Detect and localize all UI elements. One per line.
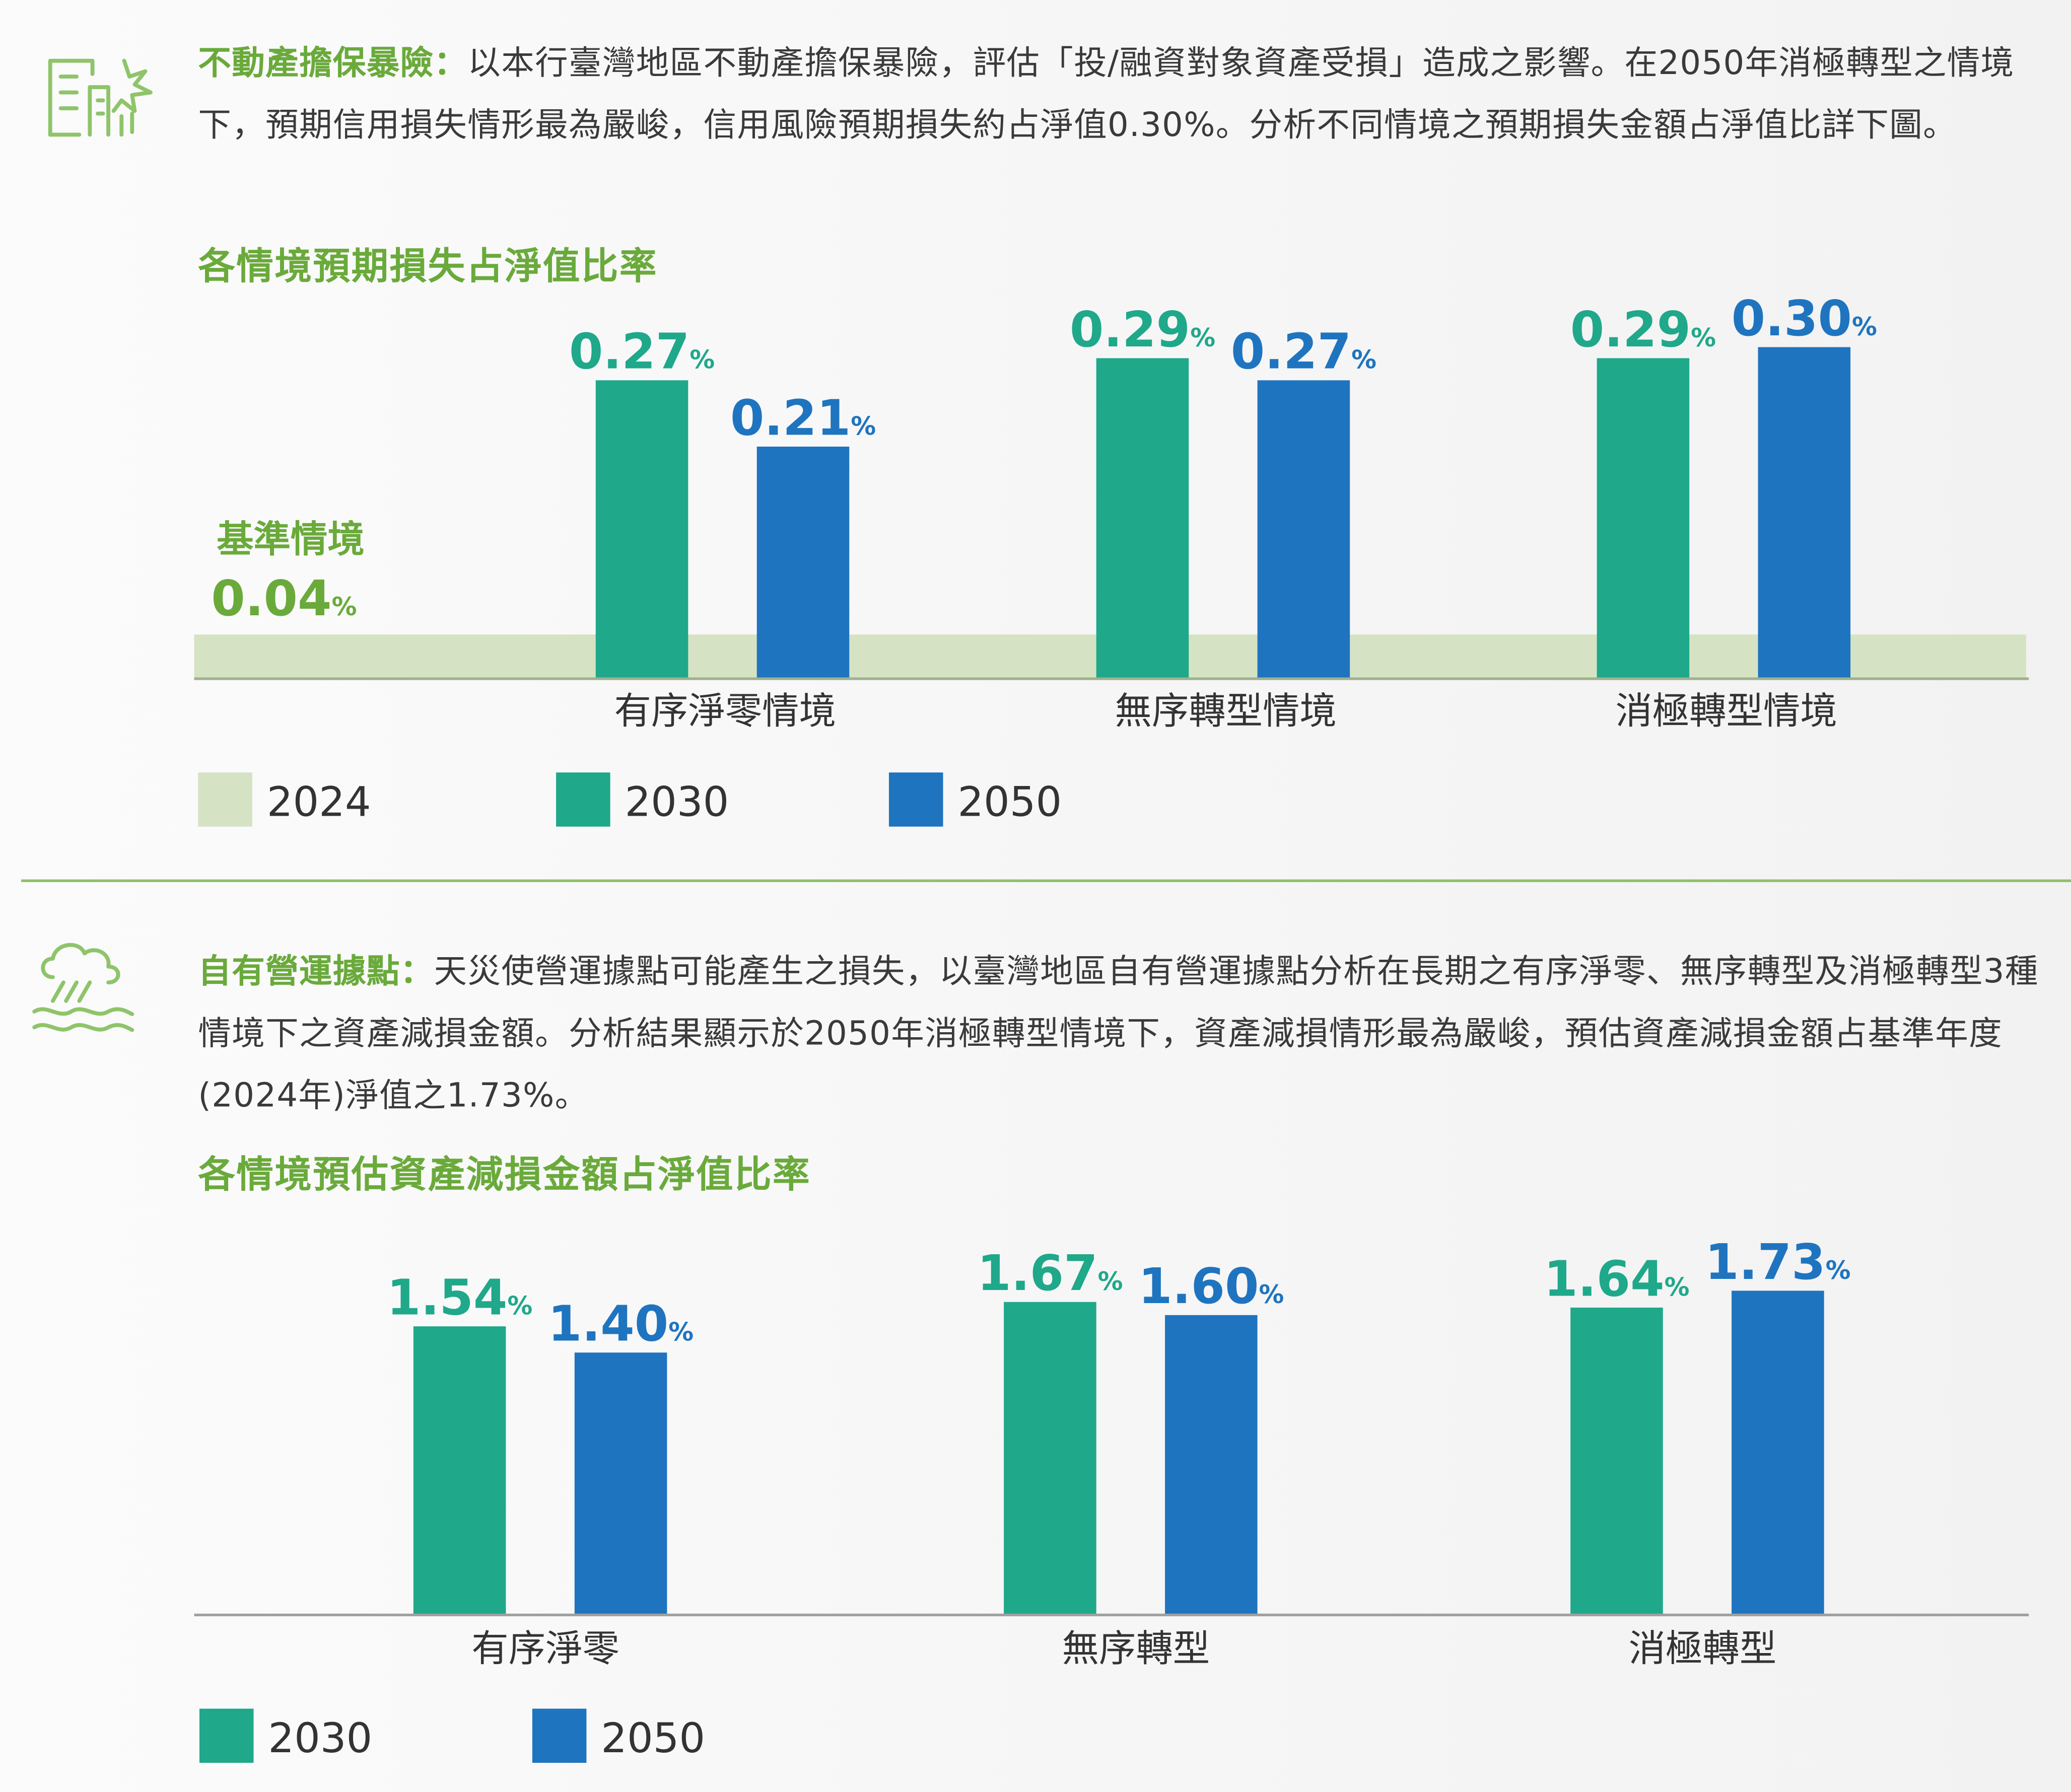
legend2-label-2030: 2030 [268,1715,372,1762]
legend2-swatch-2050 [532,1708,587,1763]
bar2-2050-2 [1732,1291,1824,1615]
baseline-label: 基準情境 [217,518,365,561]
cloud-rain-flood-icon [32,943,134,1032]
data2-label-2050-1: 1.60% [1138,1258,1284,1315]
category2-label: 無序轉型 [1062,1627,1210,1670]
legend-label-2050: 2050 [957,779,1062,826]
section1-text: 以本行臺灣地區不動產擔保暴險，評估「投/融資對象資產受損」造成之影響。在2050… [198,43,2015,144]
data2-label-2030-0: 1.54% [387,1269,532,1326]
section1-lead: 不動產擔保暴險： [198,43,468,82]
data2-label-2030-2: 1.64% [1544,1250,1689,1307]
data-label-2050-1: 0.27% [1231,323,1376,380]
category2-label: 有序淨零 [471,1627,619,1670]
bar2-2030-2 [1570,1307,1663,1615]
bar2-2030-1 [1004,1302,1096,1615]
category-label: 無序轉型情境 [1115,690,1337,733]
data-label-2050-2: 0.30% [1732,290,1877,347]
category-label: 有序淨零情境 [614,690,836,733]
legend-label-2030: 2030 [625,779,729,826]
legend-swatch-2024 [198,772,252,827]
bar-2030-2 [1597,358,1690,679]
data-label-2050-0: 0.21% [730,389,876,446]
section2-paragraph: 自有營運據點：天災使營運據點可能產生之損失，以臺灣地區自有營運據點分析在長期之有… [198,940,2060,1126]
legend-swatch-2030 [556,772,610,827]
legend2-label-2050: 2050 [601,1715,705,1762]
section1-paragraph: 不動產擔保暴險：以本行臺灣地區不動產擔保暴險，評估「投/融資對象資產受損」造成之… [198,32,2060,156]
baseline-value-label: 0.04% [211,570,357,627]
category-label: 消極轉型情境 [1615,690,1837,733]
bar-2050-2 [1758,347,1851,679]
bar2-2050-1 [1165,1315,1258,1615]
bar-2050-0 [756,446,850,679]
section2-lead: 自有營運據點： [198,952,434,990]
bar-2030-1 [1096,358,1189,679]
legend-swatch-2050 [888,772,943,827]
category2-label: 消極轉型 [1629,1627,1777,1670]
bar-2030-0 [595,380,688,679]
building-storm-icon [48,58,153,137]
bar2-2050-0 [574,1352,667,1615]
legend2-swatch-2030 [199,1708,254,1763]
data2-label-2030-1: 1.67% [977,1245,1123,1302]
section-divider [21,879,2071,882]
bar-2050-1 [1257,380,1350,679]
chart1-title: 各情境預期損失占淨值比率 [198,244,658,288]
data-label-2030-1: 0.29% [1070,301,1215,358]
data2-label-2050-2: 1.73% [1705,1234,1850,1291]
chart2-title: 各情境預估資產減損金額占淨值比率 [198,1153,811,1196]
data-label-2030-2: 0.29% [1570,301,1716,358]
bar2-2030-0 [413,1326,506,1615]
legend-label-2024: 2024 [267,779,371,826]
section2-text: 天災使營運據點可能產生之損失，以臺灣地區自有營運據點分析在長期之有序淨零、無序轉… [198,952,2039,1115]
data-label-2030-0: 0.27% [569,323,715,380]
data2-label-2050-0: 1.40% [548,1296,694,1352]
